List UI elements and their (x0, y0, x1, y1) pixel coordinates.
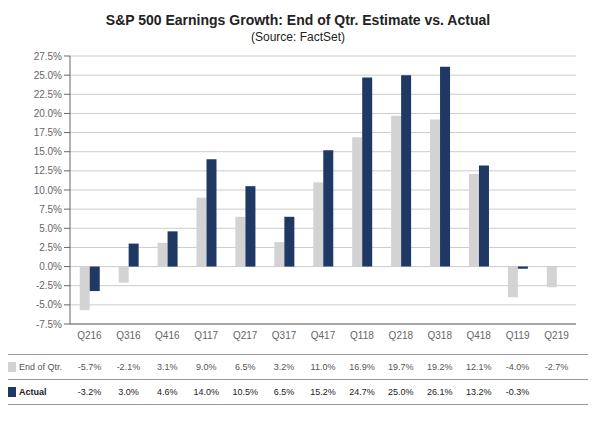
html-text:26.1%: 26.1% (427, 387, 453, 397)
svg-text:Q117: Q117 (194, 330, 218, 341)
svg-text:Q318: Q318 (428, 330, 453, 341)
html-text:-5.7%: -5.7% (77, 362, 102, 372)
html-text:25.0%: 25.0% (388, 387, 414, 397)
svg-text:12.5%: 12.5% (34, 165, 62, 176)
html-text:19.7%: 19.7% (388, 362, 414, 372)
html-text:6.5%: 6.5% (273, 387, 295, 397)
html-text:-0.3%: -0.3% (505, 387, 530, 397)
svg-text:0.0%: 0.0% (39, 261, 62, 272)
svg-text:Q417: Q417 (311, 330, 336, 341)
svg-text:Q218: Q218 (389, 330, 414, 341)
svg-text:Q118: Q118 (350, 330, 374, 341)
html-text:(Source: FactSet): (Source: FactSet) (251, 30, 345, 44)
svg-text:15.0%: 15.0% (34, 146, 62, 157)
html-text:9.0%: 9.0% (196, 362, 217, 372)
html-text:19.2%: 19.2% (427, 362, 453, 372)
html-text:-2.7%: -2.7% (544, 362, 569, 372)
svg-text:-5.0%: -5.0% (36, 299, 62, 310)
html-text:4.6%: 4.6% (157, 387, 178, 397)
html-text:S&P 500 Earnings Growth: End o: S&P 500 Earnings Growth: End of Qtr. Est… (105, 12, 491, 28)
html-text:3.0%: 3.0% (118, 387, 139, 397)
svg-text:Q119: Q119 (506, 330, 530, 341)
html-text:11.0%: 11.0% (310, 362, 336, 372)
html-text:Actual: Actual (19, 387, 47, 397)
html-text:24.7%: 24.7% (349, 387, 375, 397)
svg-text:7.5%: 7.5% (39, 204, 62, 215)
svg-text:Q217: Q217 (233, 330, 258, 341)
html-text:-4.0%: -4.0% (505, 362, 530, 372)
svg-text:25.0%: 25.0% (34, 70, 62, 81)
html-text:15.2%: 15.2% (310, 387, 336, 397)
svg-text:22.5%: 22.5% (34, 89, 62, 100)
svg-text:17.5%: 17.5% (34, 127, 62, 138)
svg-text:Q317: Q317 (272, 330, 297, 341)
html-text:13.2%: 13.2% (465, 387, 492, 397)
svg-text:27.5%: 27.5% (34, 51, 62, 62)
svg-text:2.5%: 2.5% (39, 242, 62, 253)
svg-text:-2.5%: -2.5% (36, 280, 62, 291)
html-text:End of Qtr.: End of Qtr. (19, 362, 62, 372)
html-text:6.5%: 6.5% (234, 362, 256, 372)
html-text:3.1%: 3.1% (157, 362, 178, 372)
svg-text:-7.5%: -7.5% (36, 319, 62, 330)
svg-text:20.0%: 20.0% (34, 108, 62, 119)
html-text:12.1%: 12.1% (465, 362, 492, 372)
svg-text:5.0%: 5.0% (39, 223, 62, 234)
html-text:-2.1%: -2.1% (116, 362, 141, 372)
svg-text:Q316: Q316 (116, 330, 141, 341)
html-text:16.9%: 16.9% (349, 362, 375, 372)
svg-text:Q216: Q216 (77, 330, 102, 341)
svg-text:Q418: Q418 (466, 330, 491, 341)
html-text:3.2%: 3.2% (273, 362, 295, 372)
svg-text:10.0%: 10.0% (34, 185, 62, 196)
html-text:14.0%: 14.0% (193, 387, 219, 397)
html-text:10.5%: 10.5% (232, 387, 258, 397)
svg-text:Q416: Q416 (155, 330, 180, 341)
html-text:-3.2%: -3.2% (77, 387, 102, 397)
svg-text:Q219: Q219 (544, 330, 569, 341)
